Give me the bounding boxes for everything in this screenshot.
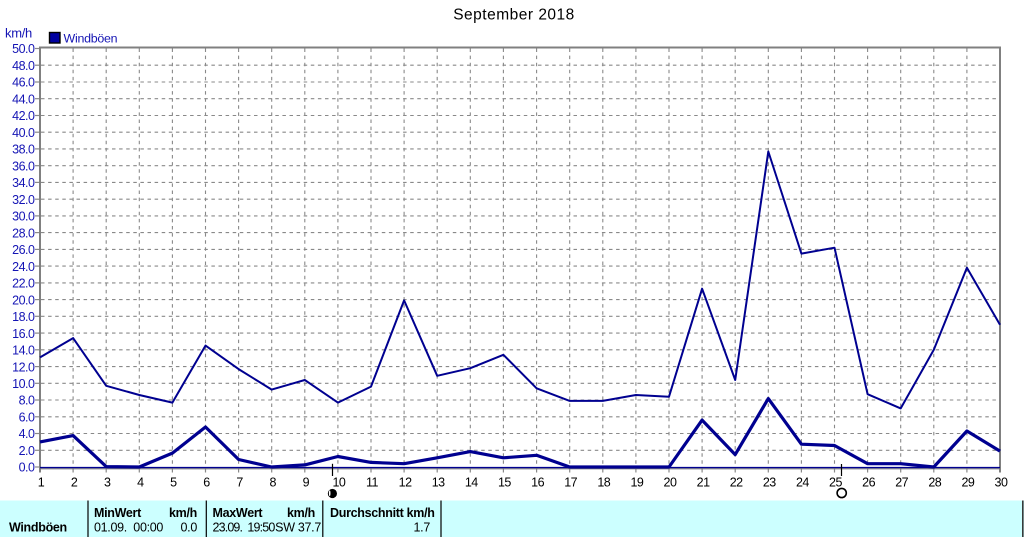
svg-text:34.0: 34.0: [12, 176, 35, 190]
svg-text:50.0: 50.0: [12, 42, 35, 56]
svg-text:0.0: 0.0: [19, 461, 35, 475]
svg-text:21: 21: [697, 476, 710, 490]
svg-text:SW 37.7: SW 37.7: [275, 521, 321, 535]
svg-text:18: 18: [597, 476, 610, 490]
svg-text:44.0: 44.0: [12, 92, 35, 106]
svg-text:12: 12: [399, 476, 412, 490]
svg-text:5: 5: [170, 476, 177, 490]
svg-text:18.0: 18.0: [12, 310, 35, 324]
svg-text:10: 10: [332, 476, 345, 490]
svg-text:16: 16: [531, 476, 544, 490]
svg-text:MinWert: MinWert: [94, 506, 142, 520]
svg-text:0.0: 0.0: [181, 521, 198, 535]
svg-text:28.0: 28.0: [12, 226, 35, 240]
svg-text:20.0: 20.0: [12, 293, 35, 307]
svg-text:14.0: 14.0: [12, 344, 35, 358]
svg-text:22.0: 22.0: [12, 277, 35, 291]
svg-text:30.0: 30.0: [12, 210, 35, 224]
svg-text:8.0: 8.0: [19, 394, 35, 408]
svg-text:30: 30: [995, 476, 1008, 490]
svg-text:24: 24: [796, 476, 809, 490]
svg-text:32.0: 32.0: [12, 193, 35, 207]
svg-text:36.0: 36.0: [12, 159, 35, 173]
svg-text:40.0: 40.0: [12, 126, 35, 140]
svg-text:km/h: km/h: [169, 506, 197, 520]
svg-text:7: 7: [236, 476, 243, 490]
svg-text:13: 13: [432, 476, 445, 490]
svg-text:17: 17: [564, 476, 577, 490]
svg-text:23.09. 19:50: 23.09. 19:50: [213, 521, 276, 535]
svg-text:22: 22: [730, 476, 743, 490]
svg-text:20: 20: [664, 476, 677, 490]
svg-text:42.0: 42.0: [12, 109, 35, 123]
svg-text:46.0: 46.0: [12, 76, 35, 90]
svg-text:28: 28: [928, 476, 941, 490]
svg-text:Windböen: Windböen: [64, 32, 118, 46]
svg-text:2: 2: [71, 476, 78, 490]
svg-text:4.0: 4.0: [19, 427, 35, 441]
svg-text:1.7: 1.7: [414, 521, 431, 535]
svg-text:September 2018: September 2018: [453, 7, 575, 24]
svg-text:38.0: 38.0: [12, 143, 35, 157]
svg-text:29: 29: [961, 476, 974, 490]
svg-text:2.0: 2.0: [19, 444, 35, 458]
svg-text:10.0: 10.0: [12, 377, 35, 391]
svg-text:15: 15: [498, 476, 511, 490]
svg-text:26: 26: [862, 476, 875, 490]
svg-text:48.0: 48.0: [12, 59, 35, 73]
svg-text:6: 6: [203, 476, 210, 490]
svg-text:24.0: 24.0: [12, 260, 35, 274]
svg-text:3: 3: [104, 476, 111, 490]
svg-text:16.0: 16.0: [12, 327, 35, 341]
svg-text:Windböen: Windböen: [9, 521, 67, 535]
svg-text:km/h: km/h: [287, 506, 315, 520]
svg-text:19: 19: [630, 476, 643, 490]
svg-text:14: 14: [465, 476, 478, 490]
svg-text:27: 27: [895, 476, 908, 490]
svg-text:6.0: 6.0: [19, 411, 35, 425]
svg-text:4: 4: [137, 476, 144, 490]
svg-text:Durchschnitt km/h: Durchschnitt km/h: [330, 506, 435, 520]
svg-text:12.0: 12.0: [12, 360, 35, 374]
svg-text:23: 23: [763, 476, 776, 490]
svg-text:9: 9: [303, 476, 310, 490]
svg-text:26.0: 26.0: [12, 243, 35, 257]
svg-text:MaxWert: MaxWert: [213, 506, 264, 520]
svg-text:01.09. 00:00: 01.09. 00:00: [94, 521, 163, 535]
svg-text:25: 25: [829, 476, 842, 490]
svg-text:8: 8: [269, 476, 276, 490]
svg-text:11: 11: [366, 476, 379, 490]
svg-text:km/h: km/h: [5, 26, 32, 41]
svg-text:1: 1: [38, 476, 45, 490]
